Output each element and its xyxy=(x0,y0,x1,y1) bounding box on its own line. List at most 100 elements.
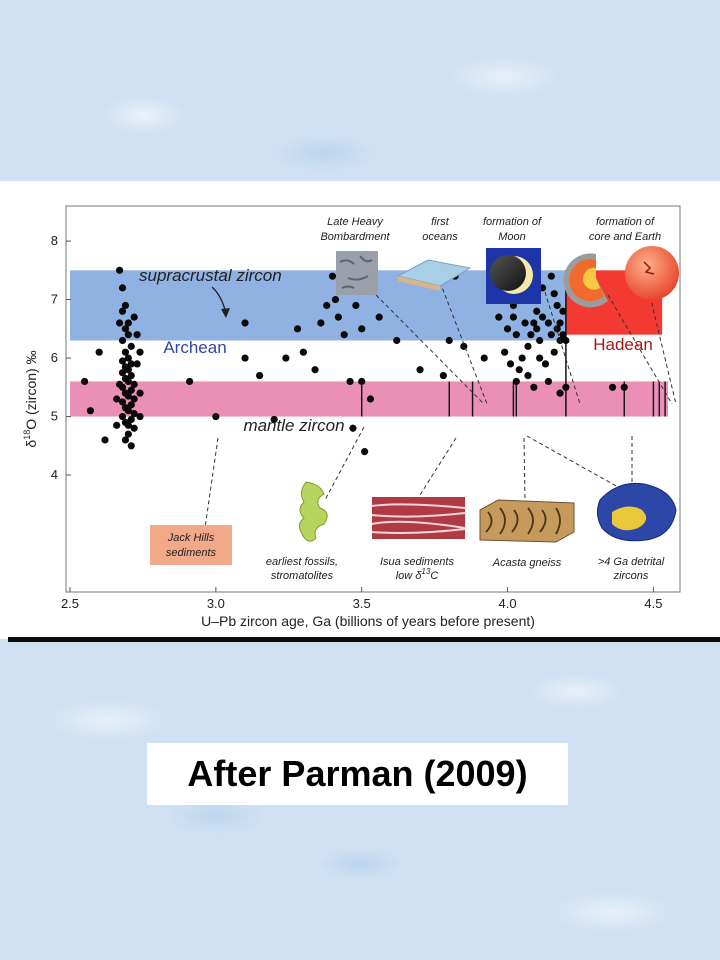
data-point xyxy=(130,410,138,418)
data-point-layer xyxy=(80,266,628,456)
annotation-lhb-line2: Bombardment xyxy=(320,231,390,243)
data-point xyxy=(130,380,138,388)
data-point xyxy=(331,295,340,304)
data-point xyxy=(518,354,526,362)
acasta-gneiss-folds xyxy=(485,507,561,535)
data-point xyxy=(118,307,127,315)
annotation-isua-line2: low δ13C xyxy=(396,567,439,582)
data-point xyxy=(118,412,127,421)
leader-moon xyxy=(544,291,581,405)
data-point xyxy=(124,407,132,415)
data-point xyxy=(536,354,544,362)
data-point xyxy=(121,325,130,333)
data-point xyxy=(101,436,109,444)
data-point xyxy=(95,348,103,356)
y-tick-label: 7 xyxy=(51,292,58,307)
stromatolite-image xyxy=(298,481,328,542)
data-point xyxy=(113,421,121,429)
leader-earth xyxy=(649,295,677,405)
leader-core xyxy=(607,294,673,405)
data-point xyxy=(416,366,424,374)
data-point xyxy=(311,366,319,374)
panel-divider xyxy=(8,637,720,642)
data-point xyxy=(127,360,135,368)
data-point xyxy=(270,415,278,424)
data-point xyxy=(124,331,132,339)
data-point xyxy=(366,395,375,403)
acasta-gneiss-image xyxy=(479,499,575,543)
data-point xyxy=(556,389,564,397)
data-point xyxy=(127,372,135,380)
data-point xyxy=(553,325,561,333)
data-point xyxy=(212,412,220,421)
band-layer xyxy=(70,270,668,417)
data-point xyxy=(328,272,337,280)
annotation-late-heavy-bombardment: Late Heavy Bombardment xyxy=(320,216,390,243)
data-point xyxy=(299,348,307,356)
data-point xyxy=(130,313,138,321)
data-point xyxy=(553,301,561,310)
data-point xyxy=(559,331,567,339)
data-point xyxy=(512,331,520,339)
annotation-moon-line2: Moon xyxy=(498,231,526,243)
plot-frame xyxy=(65,205,681,593)
data-point xyxy=(503,325,512,333)
y-axis-label-sup: 18 xyxy=(22,430,32,440)
data-point xyxy=(547,272,555,280)
data-point xyxy=(530,383,538,391)
data-point xyxy=(361,448,369,456)
isua-banding xyxy=(371,503,466,534)
annotation-oceans-line1: first xyxy=(431,216,450,228)
data-point xyxy=(127,401,135,409)
data-point xyxy=(524,372,532,380)
annotation-detrital-zircons: >4 Ga detrital zircons xyxy=(598,556,665,582)
ocean-slab-side xyxy=(398,276,440,291)
data-point xyxy=(346,377,354,386)
data-point xyxy=(509,313,517,321)
data-point xyxy=(124,421,132,429)
x-tick-label: 3.5 xyxy=(353,596,371,611)
annotation-isua-post: C xyxy=(430,570,438,582)
data-point xyxy=(317,319,325,327)
x-tick-label: 3.0 xyxy=(207,596,225,611)
axes-layer: 2.5 3.0 3.5 4.0 4.5 4 5 6 7 8 xyxy=(51,233,663,611)
data-point xyxy=(544,319,553,327)
data-point xyxy=(533,307,541,315)
data-point xyxy=(358,377,366,386)
leader-bombardment xyxy=(375,294,485,405)
data-point xyxy=(538,313,547,321)
x-tick-label: 4.5 xyxy=(644,596,662,611)
data-point xyxy=(375,313,383,321)
data-point xyxy=(547,331,555,339)
data-point xyxy=(608,383,617,391)
data-point xyxy=(86,407,95,415)
annotation-core-line2: core and Earth xyxy=(589,231,661,243)
data-point xyxy=(80,377,89,386)
leader-acasta xyxy=(523,437,526,501)
data-point xyxy=(562,383,570,391)
zircon-age-chart: 2.5 3.0 3.5 4.0 4.5 4 5 6 7 8 Archean Hadean mant… xyxy=(22,205,681,629)
data-point xyxy=(541,360,550,368)
jack-hills-box xyxy=(150,525,232,565)
data-point xyxy=(118,336,127,345)
data-point xyxy=(536,336,544,345)
annotation-detrital-line1: >4 Ga detrital xyxy=(598,556,665,568)
detrital-zircon-highlight xyxy=(612,506,647,531)
annotation-isua-line1: Isua sediments xyxy=(380,556,454,568)
data-point xyxy=(521,319,529,327)
data-point xyxy=(527,331,535,339)
data-point xyxy=(349,424,357,432)
leader-jack-hills xyxy=(204,437,219,529)
annotation-detrital-line2: zircons xyxy=(613,570,649,582)
annotation-lhb-line1: Late Heavy xyxy=(327,216,384,228)
moon-crescent-dark xyxy=(490,255,526,291)
data-point xyxy=(124,354,132,362)
data-point xyxy=(533,325,541,333)
x-axis-label: U–Pb zircon age, Ga (billions of years b… xyxy=(201,613,535,629)
y-tick-label: 8 xyxy=(51,233,58,248)
data-point xyxy=(334,313,342,321)
data-point xyxy=(136,412,144,421)
caption-text: After Parman (2009) xyxy=(187,753,528,794)
data-point xyxy=(124,366,132,374)
figure-panel: 2.5 3.0 3.5 4.0 4.5 4 5 6 7 8 Archean Hadean mant… xyxy=(0,181,720,639)
